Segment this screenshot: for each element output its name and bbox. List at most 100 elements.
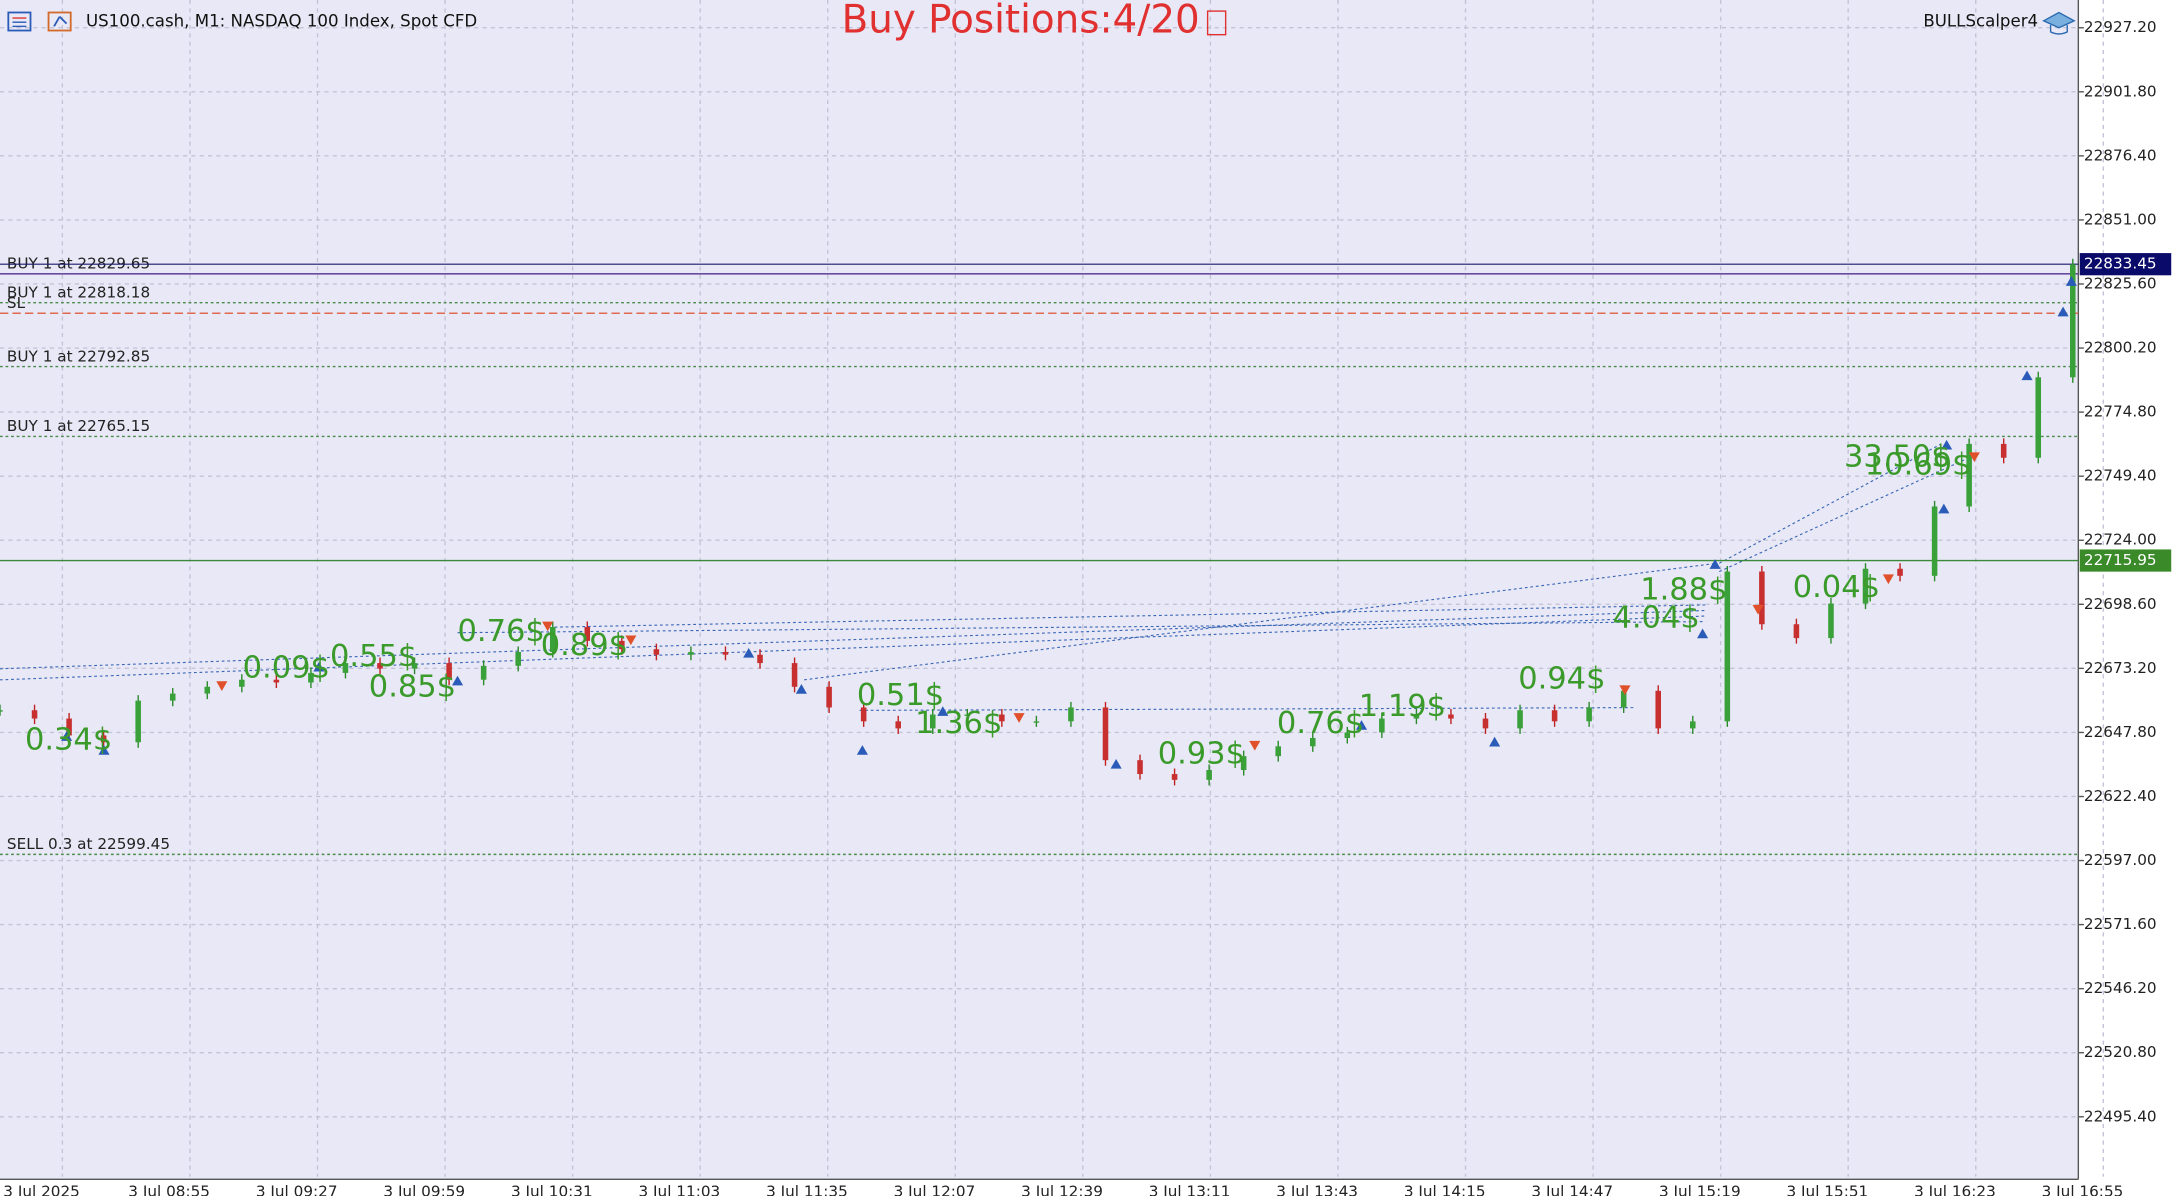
sell-arrow <box>1752 604 1764 615</box>
x-tick-label: 3 Jul 10:31 <box>511 1182 593 1196</box>
profit-label: 0.34$ <box>25 722 112 757</box>
profit-label: 0.85$ <box>369 670 456 705</box>
candle-body <box>584 627 591 641</box>
buy-arrow <box>313 661 325 672</box>
candle-body <box>1551 710 1558 722</box>
candle-body <box>1517 710 1523 729</box>
x-tick-label: 3 Jul 13:11 <box>1149 1182 1231 1196</box>
x-tick-label: 3 Jul 14:47 <box>1531 1182 1613 1196</box>
candle-body <box>1862 568 1869 604</box>
y-tick-label: 22749.40 <box>2084 467 2157 485</box>
plot-background <box>0 0 2079 1180</box>
buy-arrow <box>2021 370 2033 381</box>
order-label: SELL 0.3 at 22599.45 <box>7 835 170 853</box>
candle-body <box>1966 443 1972 507</box>
buy-arrow <box>1709 559 1721 569</box>
candle-body <box>1033 721 1040 723</box>
profit-label: 0.93$ <box>1158 736 1245 771</box>
y-tick-label: 22876.40 <box>2084 146 2157 164</box>
y-tick-label: 22698.60 <box>2084 595 2157 613</box>
candle-body <box>1379 718 1385 733</box>
candle-body <box>239 679 245 687</box>
candle-body <box>1724 571 1731 722</box>
candle-body <box>1240 756 1247 771</box>
toolbar-icons <box>7 11 72 32</box>
candle-body <box>446 663 452 680</box>
banner: Buy Positions:4/20 <box>842 0 1200 43</box>
buy-arrow <box>1110 758 1122 769</box>
buy-arrow <box>856 745 868 755</box>
candle-body <box>1137 760 1143 775</box>
trade-labels: 0.34$0.85$0.09$ 0.55$0.76$0.89$0.51$1.36$… <box>25 276 2077 771</box>
x-tick-label: 3 Jul 11:03 <box>639 1182 721 1196</box>
candle-body <box>1793 624 1800 639</box>
candle-body <box>31 710 38 719</box>
x-tick-label: 3 Jul 09:59 <box>383 1182 465 1196</box>
y-tick-label: 22825.60 <box>2084 274 2157 292</box>
profit-label: 33.50$ <box>1844 439 1951 474</box>
sell-arrow <box>542 621 554 632</box>
candle-body <box>1309 737 1316 747</box>
y-tick-label: 22774.80 <box>2084 403 2157 421</box>
candle-body <box>169 693 176 701</box>
candle-body <box>2035 377 2042 458</box>
x-tick-label: 3 Jul 11:35 <box>766 1182 848 1196</box>
candle-body <box>308 672 314 683</box>
buy-arrow <box>1941 439 1953 450</box>
candle-body <box>1655 690 1662 729</box>
candle-body <box>688 651 694 655</box>
buy-arrow <box>61 731 73 741</box>
candles <box>0 258 2076 786</box>
profit-label: 10.69$ <box>1865 448 1972 483</box>
level-price-box <box>2079 549 2172 572</box>
candle-body <box>100 735 107 743</box>
candle-body <box>1897 568 1903 576</box>
candle-body <box>1171 774 1178 780</box>
x-tick-label: 3 Jul 08:55 <box>128 1182 210 1196</box>
candle-body <box>619 640 625 650</box>
profit-label: 0.51$ <box>857 678 944 713</box>
expert-icon-base[interactable] <box>2049 24 2068 35</box>
candle-body <box>1586 707 1592 722</box>
sell-arrow <box>1968 452 1980 463</box>
y-tick-label: 22647.80 <box>2084 723 2157 741</box>
x-tick-label: 3 Jul 13:43 <box>1276 1182 1358 1196</box>
x-tick-label: 3 Jul 16:55 <box>2042 1182 2124 1196</box>
candle-body <box>722 651 729 655</box>
y-tick-label: 22571.60 <box>2084 915 2157 933</box>
candle-body <box>515 651 521 666</box>
axes: 22927.20 22901.80 22876.40 22851.00 22825.60… <box>3 18 2172 1196</box>
x-tick-label: 3 Jul 15:51 <box>1787 1182 1869 1196</box>
candle-body <box>1344 732 1351 738</box>
candle-body <box>929 714 936 729</box>
x-tick-label: 3 Jul 09:27 <box>256 1182 338 1196</box>
profit-label: 0.04$ <box>1793 570 1880 605</box>
buy-arrow <box>2057 306 2069 317</box>
buy-arrow <box>937 706 949 716</box>
y-tick-label: 22546.20 <box>2084 979 2157 997</box>
candle-body <box>1448 714 1454 719</box>
candle-body <box>1482 718 1489 729</box>
current-price-box <box>2079 253 2172 276</box>
candle-body <box>342 663 349 673</box>
sell-arrow <box>1013 713 1025 723</box>
y-tick-label: 22597.00 <box>2084 851 2157 869</box>
expert-icon[interactable] <box>2042 11 2076 35</box>
candle-body <box>826 686 832 708</box>
trade-links <box>0 443 1970 711</box>
price-axis-panel <box>2078 0 2174 1196</box>
candle-body <box>791 663 798 687</box>
profit-label: 0.09$ <box>243 650 330 685</box>
profit-label: 0.55$ <box>330 639 417 674</box>
expert-icon-cap[interactable] <box>2042 11 2076 29</box>
symbol-title: US100.cash, M1: NASDAQ 100 Index, Spot C… <box>86 12 477 31</box>
candle-body <box>964 714 971 716</box>
current-price-label: 22833.45 <box>2084 255 2157 273</box>
x-tick-label: 3 Jul 16:23 <box>1914 1182 1996 1196</box>
y-tick-label: 22901.80 <box>2084 82 2157 100</box>
buy-arrow <box>98 745 110 755</box>
candle-body <box>860 707 867 722</box>
candle-body <box>2000 443 2007 458</box>
candle-body <box>1759 571 1765 625</box>
